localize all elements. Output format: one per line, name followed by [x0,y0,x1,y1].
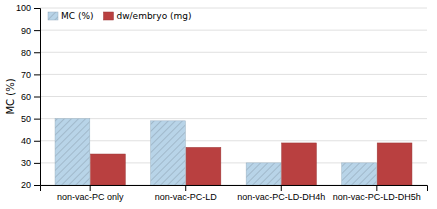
tick-label: 90 [21,26,31,36]
grid-line [40,118,427,119]
y-tick: 60 [21,92,40,102]
legend-label: dw/embryo (mg) [116,11,191,21]
tick-label: non-vac-PC-LD [155,192,218,202]
x-tick: non-vac-PC-LD [155,185,218,202]
grid-line [40,74,427,75]
y-tick: 30 [21,158,40,168]
axis-line [41,186,428,192]
series [91,143,412,185]
tick-label: 30 [21,158,31,168]
legend-item: dw/embryo (mg) [103,11,191,21]
legend-swatch [48,12,58,20]
tick-mark [34,52,40,53]
tick-mark [376,185,377,191]
tick-label: 40 [21,136,31,146]
grid-line [40,30,427,31]
bar [186,147,221,185]
bar [246,163,281,185]
grid [40,8,427,185]
chart: 2030405060708090100non-vac-PC onlynon-va… [0,0,437,209]
tick-mark [281,185,282,191]
x-tick: non-vac-PC-LD-DH5h [333,185,421,202]
bar [377,143,412,185]
x-tick: non-vac-PC only [57,185,124,202]
series [55,119,376,185]
bars [55,119,412,185]
y-tick: 40 [21,136,40,146]
tick-label: non-vac-PC only [57,192,124,202]
tick-label: 60 [21,92,31,102]
bar [342,163,377,185]
grid-line [40,96,427,97]
tick-label: non-vac-PC-LD-DH5h [333,192,421,202]
tick-mark [34,74,40,75]
legend-swatch [103,12,113,20]
tick-mark [90,185,91,191]
y-tick: 70 [21,70,40,80]
tick-label: 80 [21,48,31,58]
y-axis-title: MC (%) [5,78,16,114]
tick-mark [34,8,40,9]
x-tick: non-vac-PC-LD-DH4h [237,185,325,202]
legend-label: MC (%) [61,11,93,21]
y-axis: 20 30 40 50 60 70 80 90 100 [16,3,41,190]
tick-label: non-vac-PC-LD-DH4h [237,192,325,202]
tick-label: 70 [21,70,31,80]
legend-item: MC (%) [48,11,93,21]
bar [91,154,126,185]
y-tick: 20 [21,180,40,190]
y-tick: 90 [21,26,40,36]
bar [151,121,186,185]
tick-mark [34,119,40,120]
grid-line [40,52,427,53]
grid-line [40,140,427,141]
tick-mark [34,97,40,98]
legend: MC (%) dw/embryo (mg) [48,11,192,21]
tick-mark [185,185,186,191]
y-tick: 100 [16,3,40,13]
tick-label: 20 [21,180,31,190]
tick-mark [34,141,40,142]
tick-label: 50 [21,114,31,124]
tick-mark [34,30,40,31]
tick-mark [34,163,40,164]
axis-line [34,9,41,186]
x-axis: non-vac-PC only non-vac-PC-LD non-vac-PC-L… [41,185,428,202]
plot-area: 2030405060708090100non-vac-PC onlynon-va… [16,3,428,202]
y-tick: 80 [21,48,40,58]
bar [55,119,90,185]
tick-mark [34,185,40,186]
tick-label: 100 [16,3,31,13]
bar [282,143,317,185]
y-tick: 50 [21,114,40,124]
grid-line [40,8,427,9]
